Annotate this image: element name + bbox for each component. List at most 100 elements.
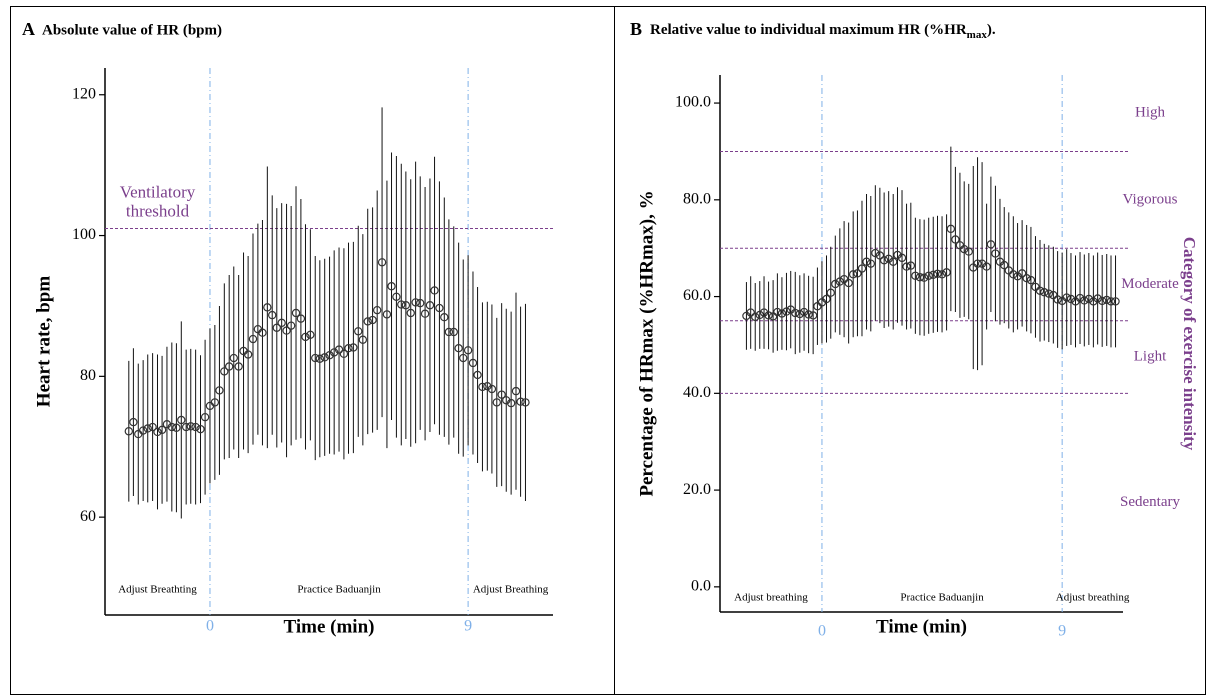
x-axis-label: Time (min) <box>876 616 967 637</box>
zone-label: Vigorous <box>1123 191 1178 207</box>
mean-marker <box>893 250 902 260</box>
y-tick-label: 20.0 <box>683 481 711 498</box>
mean-marker <box>162 420 172 429</box>
mean-marker <box>924 271 933 280</box>
mean-marker <box>306 330 315 340</box>
mean-marker <box>272 323 282 332</box>
mean-marker <box>215 386 224 395</box>
mean-marker <box>746 308 755 317</box>
mean-marker <box>853 269 862 278</box>
mean-marker <box>822 294 831 304</box>
mean-marker <box>459 353 468 363</box>
mean-marker <box>320 353 329 362</box>
mean-marker <box>258 328 267 337</box>
mean-marker <box>759 308 769 317</box>
mean-marker <box>831 279 840 289</box>
mean-marker <box>416 298 425 308</box>
mean-marker <box>937 270 947 279</box>
mean-marker <box>982 262 991 271</box>
mean-marker <box>349 343 358 352</box>
mean-marker <box>835 277 845 286</box>
y-tick-label: 60 <box>80 508 96 525</box>
mean-marker <box>339 349 349 359</box>
mean-marker <box>511 386 521 396</box>
mean-marker <box>777 309 787 318</box>
phase-label: Adjust breathing <box>1056 592 1130 604</box>
y-axis-label: Percentage of HRmax (%HRmax), % <box>636 190 657 496</box>
mean-marker <box>435 303 444 313</box>
mean-marker <box>483 382 492 391</box>
x-tick-label: 0 <box>206 618 214 635</box>
threshold-label: Ventilatory <box>120 182 196 201</box>
mean-marker <box>387 282 396 291</box>
mean-marker <box>1111 297 1120 306</box>
mean-marker <box>516 397 525 406</box>
mean-marker <box>191 422 200 432</box>
mean-marker <box>879 256 889 265</box>
mean-marker <box>392 292 401 301</box>
mean-marker <box>1026 275 1036 285</box>
mean-marker <box>286 321 296 330</box>
mean-marker <box>897 253 907 263</box>
mean-marker <box>951 235 960 244</box>
mean-marker <box>406 308 415 318</box>
mean-marker <box>1009 270 1018 279</box>
mean-marker <box>129 417 138 427</box>
mean-marker <box>942 268 951 277</box>
zone-label: Moderate <box>1121 276 1179 292</box>
x-tick-label: 0 <box>818 623 826 640</box>
mean-marker <box>915 273 925 282</box>
mean-marker <box>1097 296 1107 306</box>
mean-marker <box>497 390 506 399</box>
mean-marker <box>468 358 478 368</box>
mean-marker <box>167 422 177 432</box>
mean-marker <box>311 353 320 363</box>
phase-label: Practice Baduanjin <box>900 592 984 604</box>
panel-letter: B <box>630 19 642 39</box>
panel-title: Absolute value of HR (bpm) <box>42 22 222 38</box>
mean-marker <box>1093 294 1102 303</box>
mean-marker <box>755 310 764 320</box>
mean-marker <box>196 424 205 434</box>
mean-marker <box>1062 293 1071 302</box>
mean-marker <box>282 326 291 335</box>
mean-marker <box>315 354 325 363</box>
mean-marker <box>911 271 920 280</box>
panel-title: Relative value to individual maximum HR … <box>650 22 996 40</box>
mean-marker <box>372 305 382 315</box>
title-subscript: max <box>967 29 988 41</box>
mean-marker <box>1049 290 1058 300</box>
mean-marker <box>382 310 392 319</box>
mean-marker <box>291 308 301 318</box>
mean-marker <box>344 343 353 353</box>
threshold-label: threshold <box>126 201 190 220</box>
mean-marker <box>440 313 449 322</box>
zone-label: Sedentary <box>1120 494 1180 510</box>
y-axis-label: Heart rate, bpm <box>33 276 54 408</box>
mean-marker <box>884 254 893 264</box>
mean-marker <box>358 335 368 344</box>
mean-marker <box>329 348 339 357</box>
mean-marker <box>751 312 760 322</box>
mean-marker <box>401 301 411 310</box>
phase-label: Adjust Breathing <box>473 584 549 596</box>
mean-marker <box>875 251 885 260</box>
mean-marker <box>277 318 286 328</box>
mean-marker <box>263 303 272 312</box>
mean-marker <box>889 257 898 266</box>
mean-marker <box>1106 297 1116 306</box>
mean-marker <box>502 396 511 405</box>
mean-marker <box>268 310 277 320</box>
mean-marker <box>425 301 435 310</box>
mean-marker <box>411 298 420 307</box>
mean-marker <box>791 308 800 318</box>
mean-marker <box>143 424 152 433</box>
mean-marker <box>229 353 238 363</box>
mean-marker <box>1040 288 1049 297</box>
y-tick-label: 120 <box>72 85 96 102</box>
mean-marker <box>919 273 929 282</box>
mean-marker <box>148 422 157 432</box>
mean-marker <box>492 398 501 407</box>
title-text: Relative value to individual maximum HR … <box>650 22 967 38</box>
